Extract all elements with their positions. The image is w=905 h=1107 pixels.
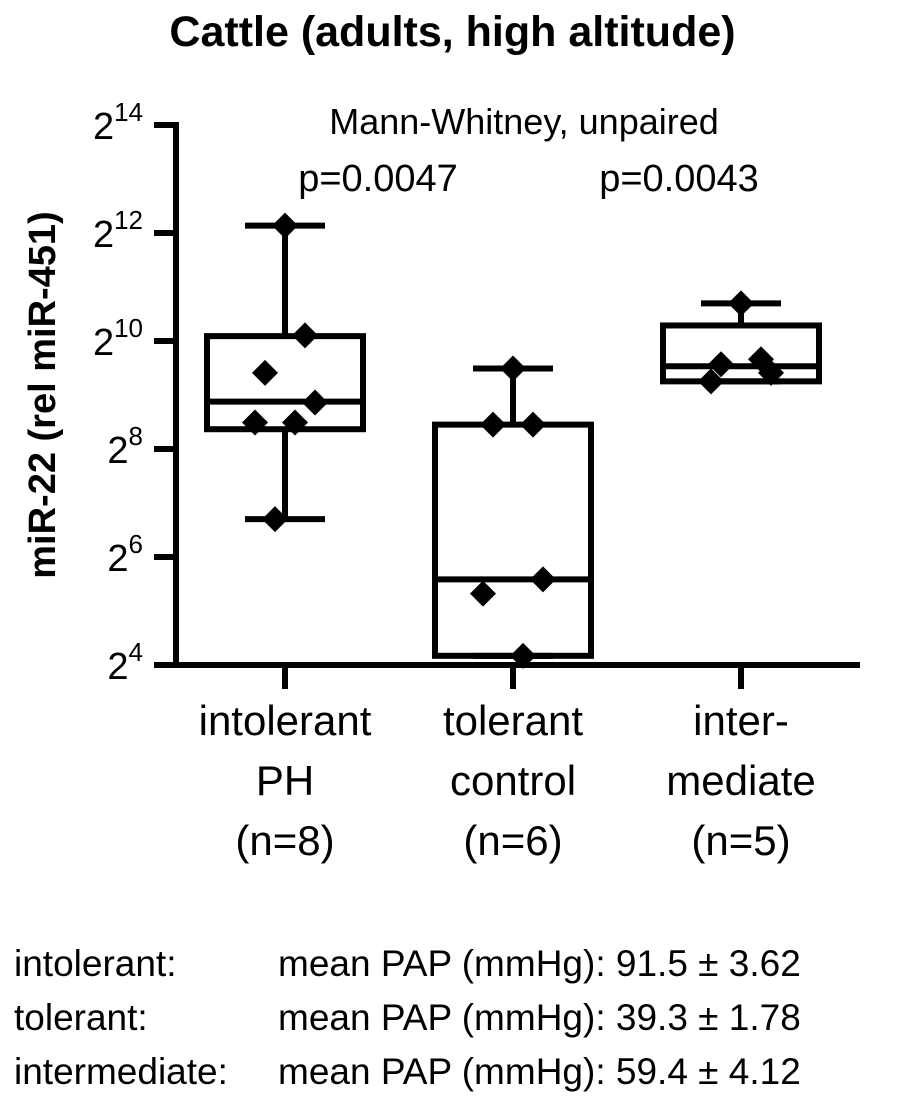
footer-line-intermediate: intermediate: mean PAP (mmHg): 59.4 ± 4.1… — [14, 1051, 801, 1093]
data-point — [272, 212, 298, 239]
footer-text: mean PAP (mmHg): 59.4 ± 4.12 — [278, 1051, 801, 1092]
p-value-annotation: p=0.0047 — [298, 158, 458, 200]
chart-title: Cattle (adults, high altitude) — [169, 8, 736, 56]
data-point — [470, 580, 496, 607]
test-annotation: Mann-Whitney, unpaired — [329, 101, 719, 142]
data-point — [520, 411, 546, 438]
y-tick-label: 210 — [93, 313, 143, 364]
y-axis-title: miR-22 (rel miR-451) — [22, 211, 64, 578]
category-label: mediate — [666, 757, 815, 804]
data-point — [480, 411, 506, 438]
category-label: (n=5) — [691, 817, 790, 864]
data-point — [708, 351, 734, 378]
box-plot: 24 26 28 210 212 214 miR-22 (rel miR-451) intol… — [22, 97, 860, 864]
footer-line-tolerant: tolerant: mean PAP (mmHg): 39.3 ± 1.78 — [14, 997, 801, 1039]
y-tick-label: 212 — [93, 205, 143, 256]
data-point — [500, 355, 526, 382]
data-point — [282, 409, 308, 436]
footer-label: tolerant: — [14, 997, 148, 1038]
box — [204, 333, 366, 433]
category-label: inter- — [693, 697, 789, 744]
footer-text: mean PAP (mmHg): 91.5 ± 3.62 — [278, 943, 801, 984]
data-point — [530, 566, 556, 593]
category-label: intolerant — [199, 697, 372, 744]
data-point — [510, 642, 536, 669]
category-label: tolerant — [443, 697, 583, 744]
box — [660, 322, 822, 385]
data-point — [302, 389, 328, 416]
y-tick-label: 26 — [107, 529, 143, 580]
data-point — [698, 368, 724, 395]
data-point — [262, 506, 288, 533]
category-label: PH — [256, 757, 314, 804]
box — [432, 421, 594, 659]
y-tick-label: 24 — [107, 637, 143, 688]
footer-text: mean PAP (mmHg): 39.3 ± 1.78 — [278, 997, 801, 1038]
footer-label: intolerant: — [14, 943, 177, 984]
data-point — [758, 359, 784, 386]
y-tick-label: 214 — [93, 97, 143, 148]
data-point — [728, 290, 754, 317]
category-label: (n=8) — [235, 817, 334, 864]
data-point — [252, 359, 278, 386]
category-label: control — [450, 757, 576, 804]
footer-line-intolerant: intolerant: mean PAP (mmHg): 91.5 ± 3.62 — [14, 943, 801, 985]
p-value-annotation: p=0.0043 — [599, 158, 759, 200]
category-label: (n=6) — [463, 817, 562, 864]
data-point — [242, 409, 268, 436]
data-point — [292, 322, 318, 349]
y-tick-label: 28 — [107, 421, 143, 472]
footer-label: intermediate: — [14, 1051, 228, 1092]
